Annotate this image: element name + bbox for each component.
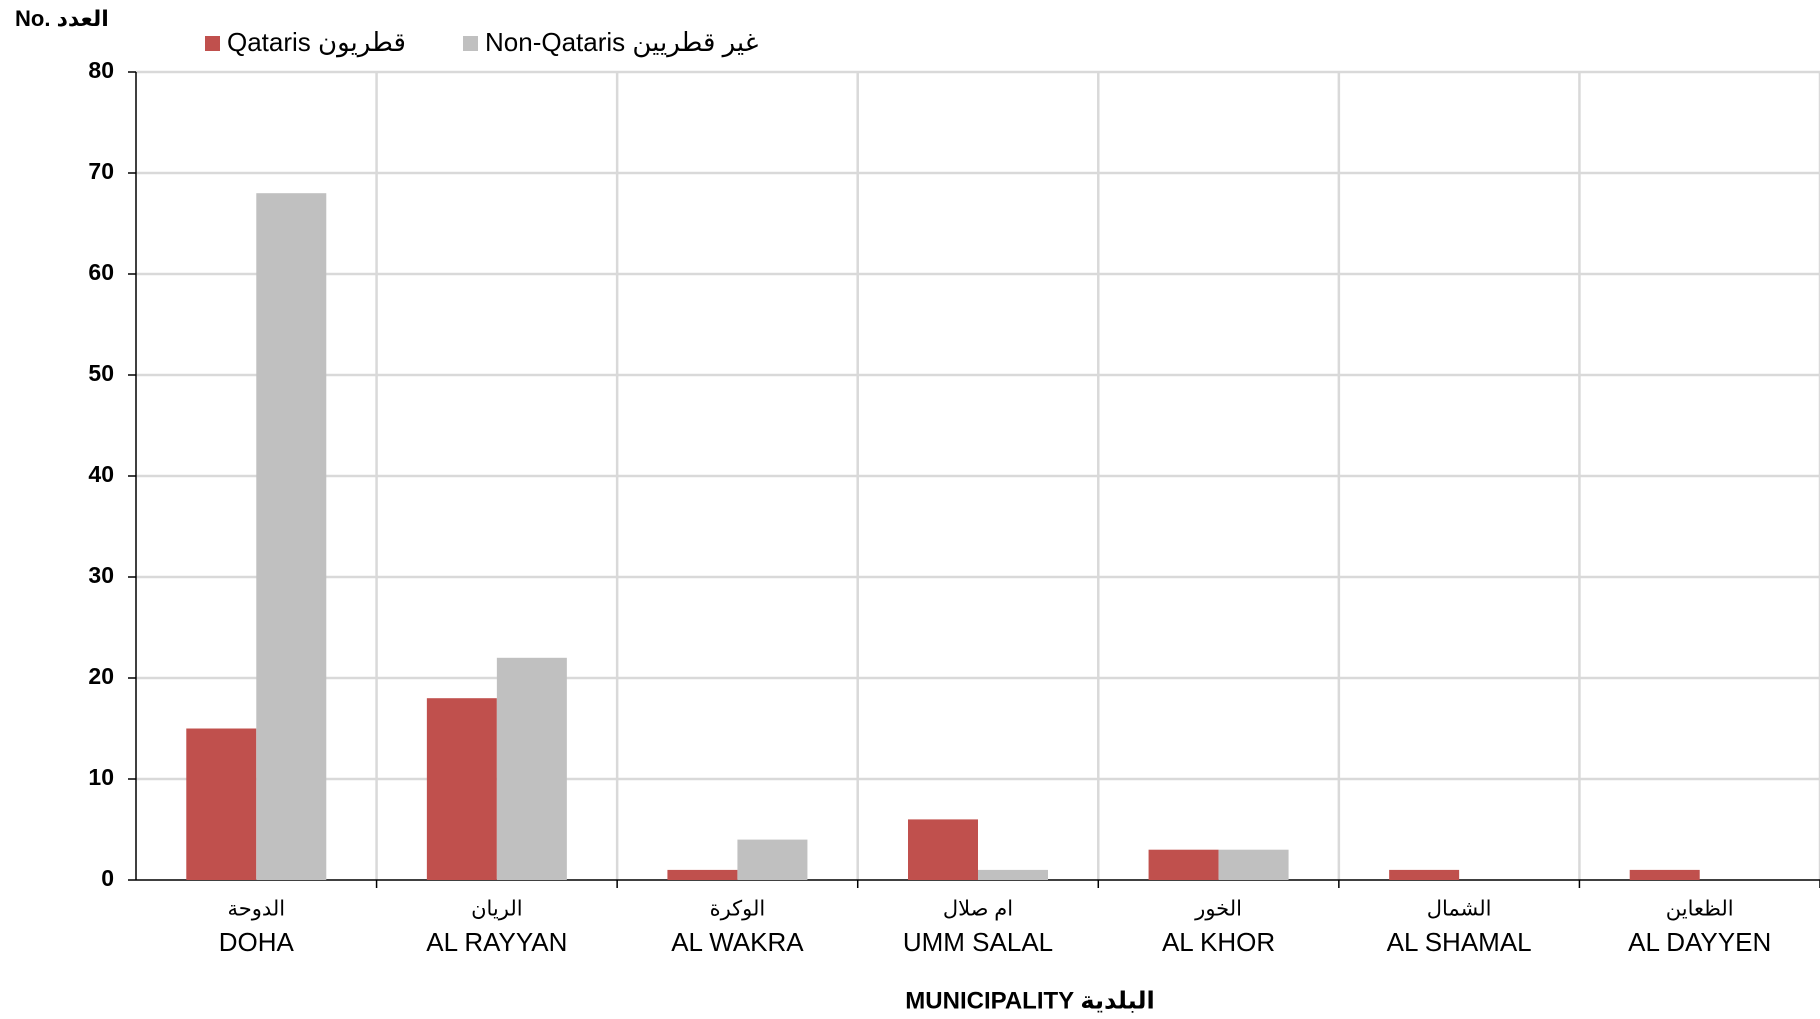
legend-label: Qataris قطريون <box>227 27 406 58</box>
y-tick-label: 50 <box>88 360 114 386</box>
bar <box>1389 869 1460 880</box>
legend-swatch <box>205 36 220 51</box>
bar <box>1629 869 1700 880</box>
x-tick-label: AL KHOR <box>1162 927 1275 957</box>
bar <box>1218 849 1289 880</box>
x-tick-label: AL SHAMAL <box>1387 927 1532 957</box>
y-tick-label: 30 <box>88 562 114 588</box>
x-tick-label-ar: الظعاين <box>1666 898 1734 921</box>
y-axis-label: No. العدد <box>15 6 109 31</box>
x-tick-label: AL RAYYAN <box>426 927 567 957</box>
x-tick-label-ar: الريان <box>471 898 523 921</box>
bar <box>426 698 497 880</box>
y-tick-label: 0 <box>101 865 114 891</box>
y-tick-label: 70 <box>88 158 114 184</box>
bar <box>186 728 257 880</box>
bar <box>908 819 978 880</box>
x-tick-label: AL WAKRA <box>671 927 804 957</box>
y-tick-label: 10 <box>88 764 114 790</box>
bar <box>978 869 1048 880</box>
x-tick-label: UMM SALAL <box>903 927 1053 957</box>
x-axis-label: MUNICIPALITY البلدية <box>905 987 1154 1014</box>
legend-swatch <box>463 36 478 51</box>
x-tick-label-ar: الخور <box>1194 898 1242 921</box>
bar <box>737 839 808 880</box>
bar <box>1148 849 1219 880</box>
bar <box>667 869 738 880</box>
bar <box>496 657 567 880</box>
legend-label: Non-Qataris غير قطريين <box>485 27 758 58</box>
x-tick-label-ar: الشمال <box>1427 898 1492 921</box>
x-tick-label-ar: ام صلال <box>943 898 1013 921</box>
x-tick-label: DOHA <box>219 927 295 957</box>
bar <box>256 193 327 880</box>
y-tick-label: 60 <box>88 259 114 285</box>
x-tick-label-ar: الوكرة <box>710 898 766 921</box>
y-tick-label: 20 <box>88 663 114 689</box>
y-tick-label: 40 <box>88 461 114 487</box>
x-tick-label-ar: الدوحة <box>227 898 285 921</box>
y-tick-label: 80 <box>88 57 114 83</box>
x-tick-label: AL DAYYEN <box>1628 927 1771 957</box>
